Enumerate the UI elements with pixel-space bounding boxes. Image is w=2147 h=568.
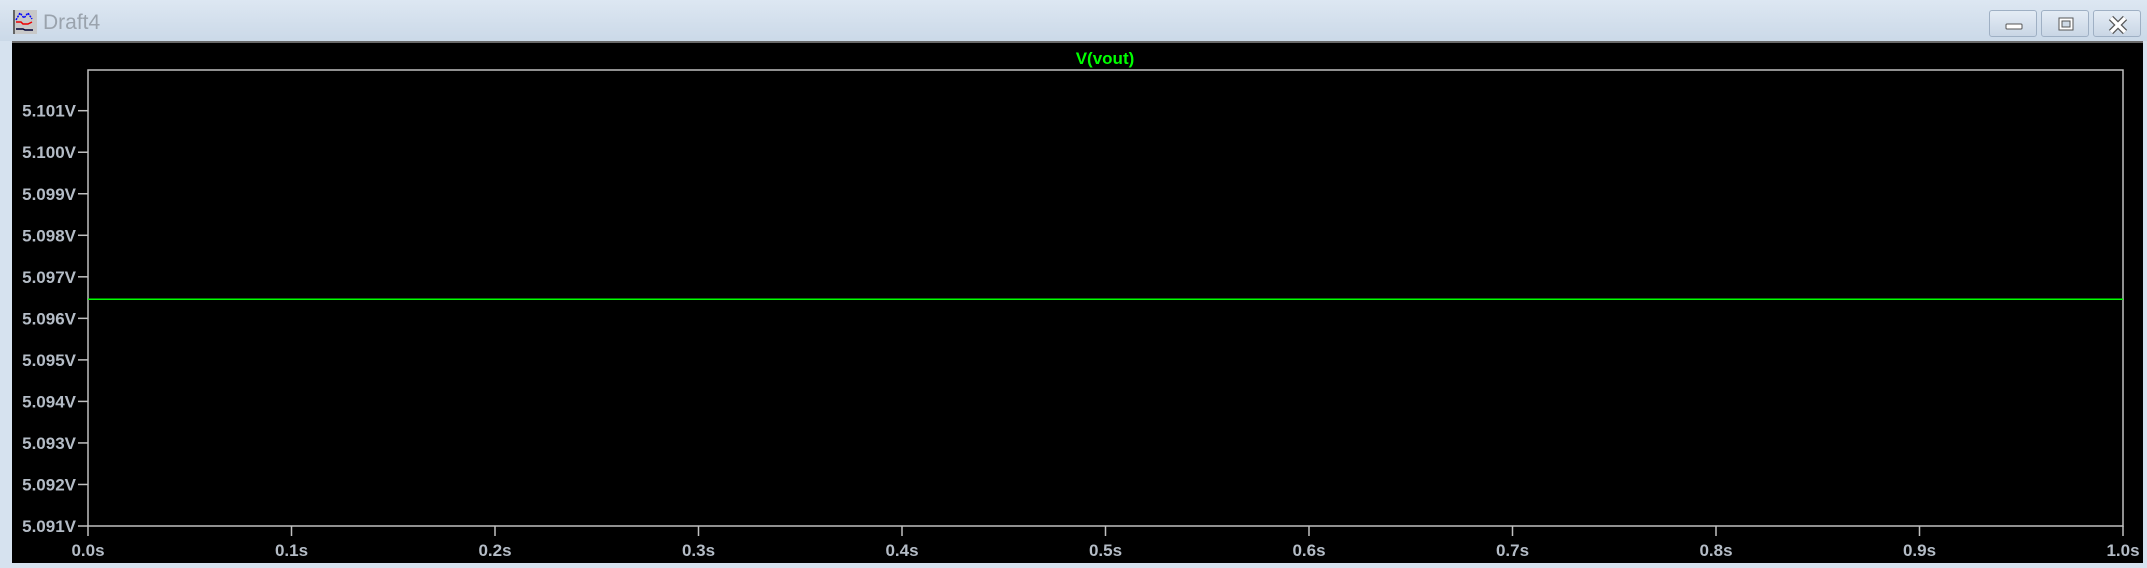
y-axis: 5.091V 5.092V 5.093V 5.094V 5.095V 5.096V 5.09… xyxy=(22,102,88,536)
close-icon xyxy=(2108,15,2128,35)
x-tick-label: 1.0s xyxy=(2106,541,2139,560)
plot-frame xyxy=(87,69,2124,527)
y-tick-label: 5.096V xyxy=(22,309,77,328)
waveform-viewer-icon xyxy=(13,10,37,34)
x-tick-label: 0.7s xyxy=(1496,541,1529,560)
x-tick-label: 0.6s xyxy=(1292,541,1325,560)
close-button[interactable] xyxy=(2093,10,2141,37)
waveform-chart[interactable]: V(vout) 5.091V5.092V5.093V5.094V5.095V5.… xyxy=(12,43,2143,563)
x-tick-label: 0.1s xyxy=(275,541,308,560)
x-tick-label: 0.2s xyxy=(478,541,511,560)
maximize-icon xyxy=(2058,17,2074,31)
y-tick-label: 5.099V xyxy=(22,185,77,204)
maximize-button[interactable] xyxy=(2041,10,2089,37)
y-tick-label: 5.091V xyxy=(22,517,77,536)
y-tick-label: 5.092V xyxy=(22,475,77,494)
y-tick-label: 5.095V xyxy=(22,351,77,370)
minimize-button[interactable] xyxy=(1989,10,2037,37)
trace-legend-vout[interactable]: V(vout) xyxy=(1076,49,1135,68)
x-tick-label: 0.4s xyxy=(885,541,918,560)
plot-pane[interactable]: V(vout) 5.091V 5.092V 5.093V 5.094V 5.095V 5.… xyxy=(12,41,2143,563)
x-tick-label: 0.0s xyxy=(71,541,104,560)
y-tick-label: 5.098V xyxy=(22,226,77,245)
y-tick-label: 5.097V xyxy=(22,268,77,287)
x-axis: 0.0s 0.1s 0.2s 0.3s 0.4s 0.5s 0.6s 0.7s 0.8s 0.9s… xyxy=(71,526,2140,560)
y-tick-label: 5.093V xyxy=(22,434,77,453)
x-tick-label: 0.3s xyxy=(682,541,715,560)
y-tick-label: 5.100V xyxy=(22,143,77,162)
y-tick-label: 5.101V xyxy=(22,102,77,121)
x-tick-label: 0.8s xyxy=(1699,541,1732,560)
minimize-icon xyxy=(2005,23,2023,30)
x-tick-label: 0.5s xyxy=(1089,541,1122,560)
window-title: Draft4 xyxy=(43,11,101,34)
y-tick-label: 5.094V xyxy=(22,392,77,411)
x-tick-label: 0.9s xyxy=(1903,541,1936,560)
title-bar: Draft4 xyxy=(0,0,2147,41)
